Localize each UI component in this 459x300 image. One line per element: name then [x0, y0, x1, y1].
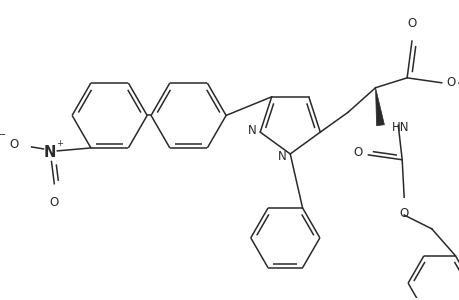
Text: N: N	[247, 124, 256, 137]
Text: N: N	[43, 146, 56, 160]
Text: HN: HN	[392, 121, 409, 134]
Text: O: O	[9, 139, 18, 152]
Text: O: O	[399, 207, 408, 220]
Text: O: O	[353, 146, 362, 159]
Text: O: O	[446, 76, 455, 89]
Text: −: −	[0, 130, 6, 140]
Polygon shape	[375, 88, 384, 126]
Text: O: O	[407, 17, 416, 31]
Text: N: N	[277, 150, 286, 164]
Text: O: O	[50, 196, 59, 209]
Text: +: +	[56, 139, 62, 148]
